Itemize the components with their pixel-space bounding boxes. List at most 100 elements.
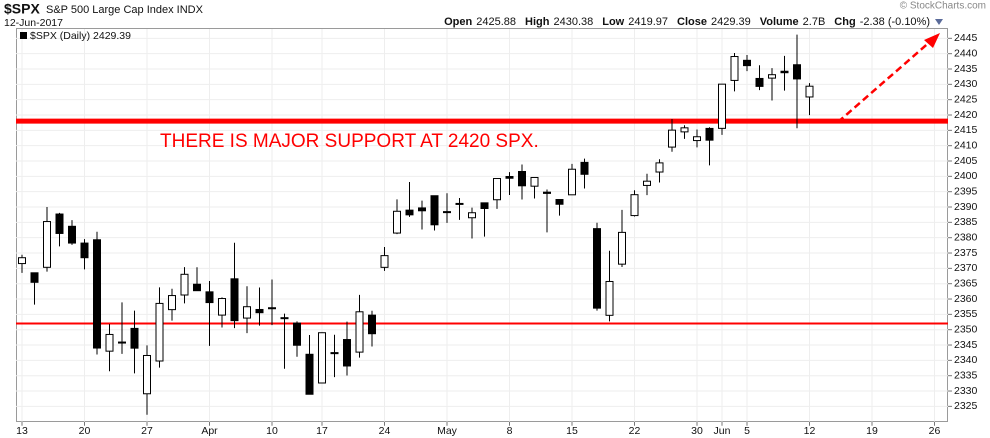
copyright: © StockCharts.com [900,1,986,12]
candle-body [443,211,451,214]
candle-body [330,352,339,355]
quote-value: 2.7B [803,16,826,28]
candle-body [30,272,39,283]
x-tick-label: Jun [714,425,731,437]
quote-value: 2425.88 [476,16,516,28]
candle-body [280,317,289,320]
candle-body [730,56,739,81]
candle-body [455,202,464,205]
x-tick-label: 30 [691,425,703,437]
candle-body [793,64,801,80]
candle-body [405,209,414,216]
date: 12-Jun-2017 [4,17,63,29]
y-tick-label: 2335 [954,369,978,381]
marks [16,34,948,415]
y-tick-label: 2380 [954,231,978,243]
candle-body [493,178,501,201]
candle-body [105,333,114,352]
quote-label: Low [602,16,624,28]
candle-body [218,298,226,316]
x-tick-label: 22 [629,425,641,437]
candle-body [468,212,476,219]
candle-body [18,257,26,265]
quote-value: -2.38 (-0.10%) [860,16,930,28]
y-tick-label: 2405 [954,155,978,167]
x-tick-label: 26 [929,425,941,437]
candle-body [118,341,126,344]
candle-body [530,176,539,187]
x-tick-label: 13 [16,425,28,437]
x-tick-label: 12 [804,425,816,437]
y-tick-label: 2325 [954,400,978,412]
candle-body [55,213,64,234]
legend-swatch [20,32,27,39]
candle-body [555,199,564,205]
y-tick-label: 2350 [954,323,978,335]
candle-body [705,127,714,141]
candle-body [230,278,239,322]
candle-body [355,311,364,353]
candle-body [293,322,301,346]
y-tick-label: 2420 [954,109,978,121]
y-tick-label: 2390 [954,201,978,213]
y-tick-label: 2385 [954,216,978,228]
candle-body [318,332,326,384]
candle-body [580,161,589,175]
y-tick-label: 2345 [954,339,978,351]
candle-body [430,195,439,226]
y-tick-label: 2435 [954,63,978,75]
candle-body [593,228,601,309]
y-tick-label: 2395 [954,185,978,197]
x-tick-label: 10 [266,425,278,437]
candle-body [168,295,176,311]
legend-label: $SPX (Daily) 2429.39 [30,30,131,42]
x-tick-label: 8 [507,425,513,437]
x-tick-label: 15 [566,425,578,437]
candle-body [505,176,514,179]
candle-body [143,354,151,395]
security-name: S&P 500 Large Cap Index INDX [46,4,204,16]
quote-label: Open [444,16,472,28]
y-tick-label: 2355 [954,308,978,320]
candle-body [605,280,614,316]
y-tick-label: 2410 [954,139,978,151]
candle-body [180,273,189,296]
candle-body [655,162,664,173]
candle-body [205,291,214,304]
candle-body [418,207,426,212]
candle-body [743,59,751,67]
candle-body [255,308,264,314]
candle-body [193,283,201,292]
y-tick-label: 2440 [954,47,978,59]
candle-body [243,306,251,319]
quote-label: Chg [834,16,855,28]
candle-body [668,129,676,148]
x-tick-label: 24 [379,425,391,437]
y-tick-label: 2445 [954,32,978,44]
quote-value: 2419.97 [628,16,668,28]
x-tick-label: 20 [79,425,91,437]
candle-body [368,314,376,335]
down-arrow-icon [935,19,943,25]
x-tick-label: 5 [744,425,750,437]
candle-body [68,225,76,244]
symbol: $SPX [4,1,40,17]
candle-body [393,210,401,234]
candle-body [543,191,551,194]
grid [16,29,952,426]
candle-body [80,242,89,259]
x-tick-label: 27 [141,425,153,437]
quote: Open 2425.88 High 2430.38 Low 2419.97 Close 242… [444,16,930,28]
y-tick-label: 2400 [954,170,978,182]
arrow-head [924,33,940,48]
y-tick-label: 2365 [954,277,978,289]
candle-body [568,168,576,196]
quote-label: High [525,16,550,28]
x-tick-label: 19 [866,425,878,437]
y-tick-label: 2425 [954,93,978,105]
y-tick-label: 2430 [954,78,978,90]
y-tick-label: 2340 [954,354,978,366]
plot-frame [16,28,948,422]
y-tick-label: 2415 [954,124,978,136]
annotation: THERE IS MAJOR SUPPORT AT 2420 SPX. [160,131,539,152]
